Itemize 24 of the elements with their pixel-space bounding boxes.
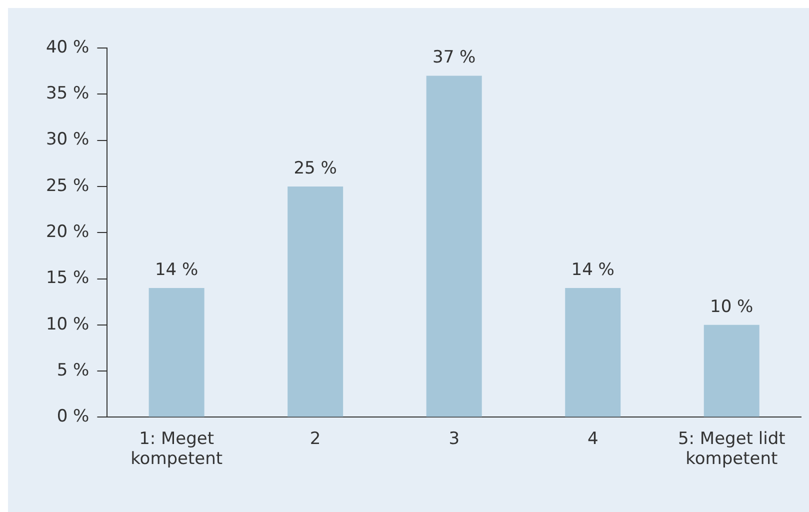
bar <box>148 288 204 417</box>
data-label: 14 % <box>154 260 198 280</box>
x-tick-label: 2 <box>310 428 321 449</box>
y-tick-label: 20 % <box>46 222 90 242</box>
bar <box>288 186 344 417</box>
y-tick-label: 10 % <box>46 314 90 334</box>
y-tick-label: 40 % <box>46 37 90 58</box>
bar <box>426 76 482 417</box>
x-tick-label: 4 <box>587 428 598 449</box>
data-label: 10 % <box>710 296 754 317</box>
y-tick-label: 15 % <box>46 268 90 288</box>
x-tick-label: 1: Meget kompetent <box>130 428 223 470</box>
bar <box>704 324 760 417</box>
y-tick-label: 35 % <box>46 84 90 104</box>
x-tick-label: 5: Meget lidt kompetent <box>678 428 786 470</box>
y-tick-label: 25 % <box>46 176 90 196</box>
data-label: 14 % <box>571 260 614 280</box>
y-tick-label: 5 % <box>56 360 90 380</box>
bar <box>565 288 621 417</box>
x-tick-label: 3 <box>448 428 460 449</box>
data-label: 37 % <box>432 48 476 68</box>
y-tick-label: 30 % <box>46 130 90 150</box>
y-tick-label: 0 % <box>56 406 90 427</box>
data-label: 25 % <box>294 158 337 178</box>
